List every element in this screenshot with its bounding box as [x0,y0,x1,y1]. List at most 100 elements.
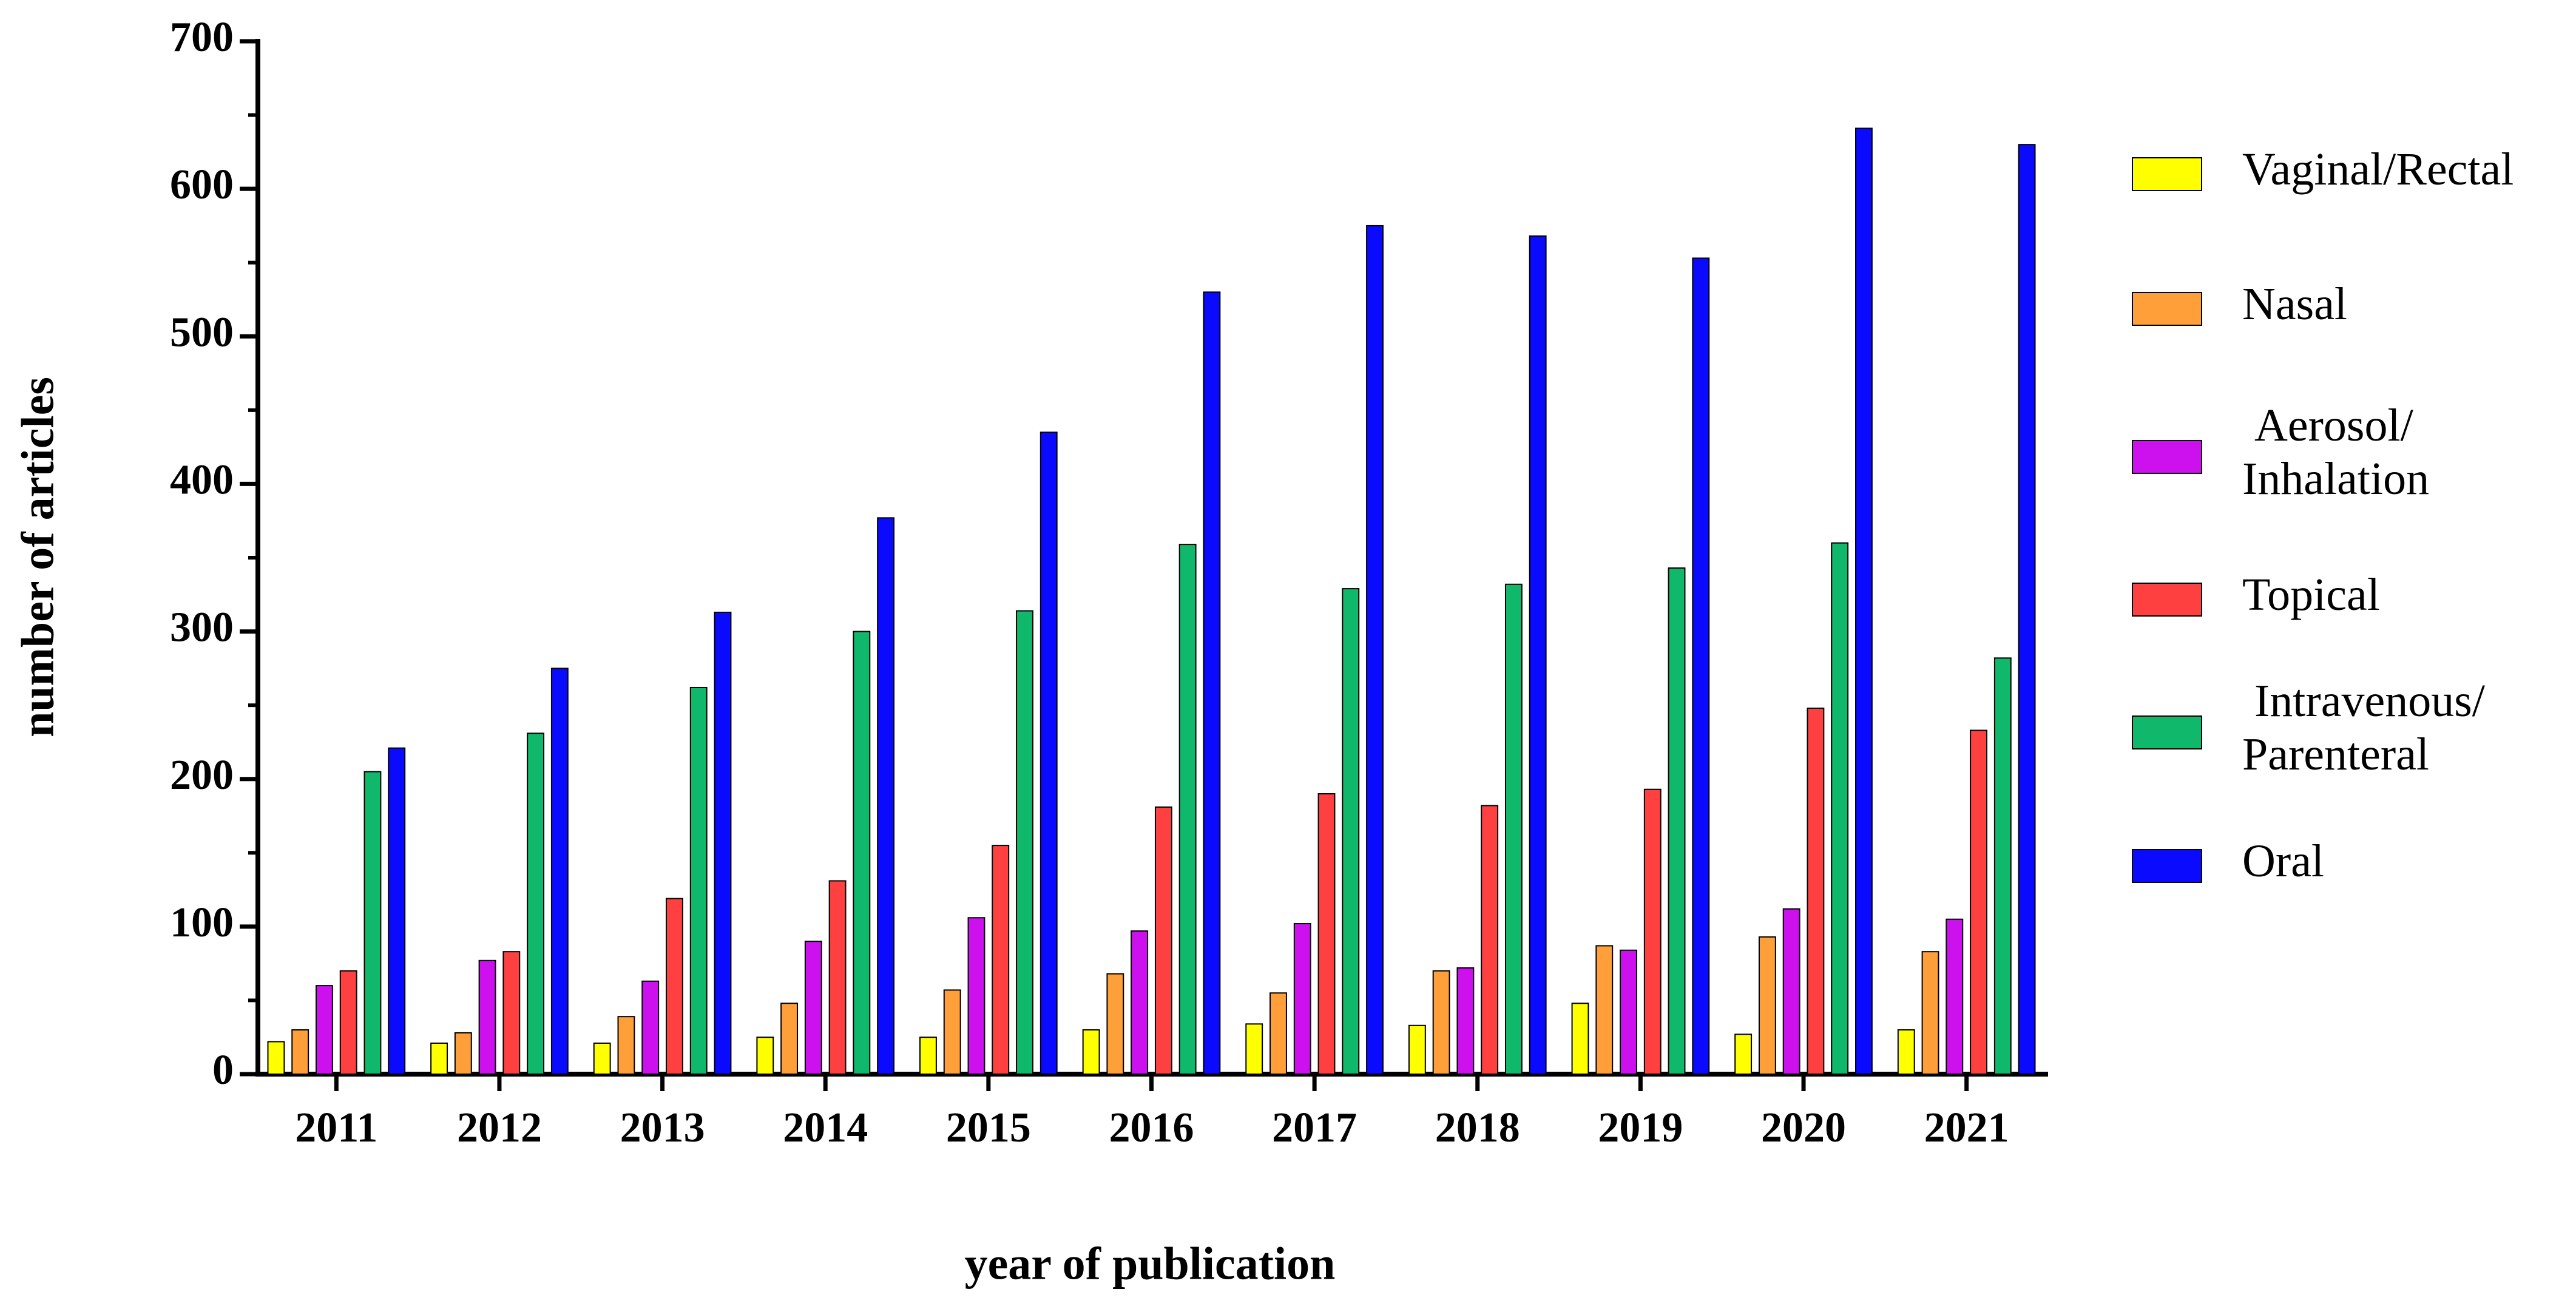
bar [804,941,822,1075]
bar [1758,936,1776,1075]
bar [1571,1003,1589,1075]
legend-label: Topical [2242,569,2380,620]
bar [502,951,521,1075]
bar [1408,1024,1426,1075]
bar [641,980,660,1075]
bar [1643,788,1662,1075]
x-axis-title: year of publication [965,1238,1336,1289]
bar [363,771,382,1075]
bar [1106,973,1124,1075]
bar [992,845,1010,1075]
bar [1131,930,1149,1075]
bar [1456,967,1475,1075]
bar [689,686,708,1075]
bar [756,1037,774,1075]
bar [617,1016,635,1075]
bar [1595,945,1614,1075]
bar [1668,567,1686,1075]
bar [1807,708,1825,1075]
legend-swatch [2132,157,2202,191]
x-tick-label: 2017 [1272,1104,1357,1151]
bar [291,1029,309,1075]
bar [1203,291,1221,1075]
x-tick-label: 2016 [1109,1104,1194,1151]
bar [430,1042,448,1075]
x-tick-label: 2020 [1761,1104,1846,1151]
bar [339,970,357,1075]
x-tick-label: 2019 [1598,1104,1683,1151]
y-tick-label: 300 [170,604,234,651]
x-tick-label: 2012 [457,1104,542,1151]
x-tick-label: 2014 [783,1104,868,1151]
y-tick-label: 200 [170,752,234,799]
bar [1481,805,1499,1075]
legend-swatch [2132,715,2202,749]
bar [1782,908,1800,1075]
bar [478,959,496,1075]
bar [919,1037,937,1075]
bar [1831,542,1849,1075]
bar [316,985,333,1075]
bar [388,747,406,1075]
bar [780,1003,799,1075]
legend-swatch [2132,849,2202,883]
bar [1154,806,1172,1075]
bar [1620,949,1637,1075]
bar [943,989,961,1075]
bar [1734,1033,1753,1075]
x-tick-label: 2015 [946,1104,1031,1151]
bar [1529,235,1547,1075]
bar [1970,729,1987,1075]
x-tick-label: 2013 [620,1104,705,1151]
bar [1178,544,1197,1075]
bar [267,1041,285,1075]
bar [1245,1023,1263,1075]
bar [877,517,895,1075]
bar [2018,144,2036,1075]
legend-swatch [2132,583,2202,617]
y-tick-label: 600 [170,161,234,208]
bar [1366,225,1384,1075]
y-tick-label: 700 [170,14,234,61]
bar [1317,793,1336,1075]
x-tick-label: 2011 [295,1104,377,1151]
bar [1504,583,1523,1075]
legend-label: Vaginal/Rectal [2242,144,2513,195]
y-tick-label: 400 [170,456,234,503]
legend-label: Intravenous/Parenteral [2242,675,2486,780]
bar [527,732,545,1075]
bar [1082,1029,1100,1075]
bar [1432,970,1450,1075]
bar [1993,657,2012,1075]
legend-label: Aerosol/Inhalation [2242,400,2429,504]
y-tick-label: 100 [170,899,234,946]
y-tick-label: 500 [170,309,234,356]
y-axis-title: number of articles [12,377,63,737]
legend-swatch [2132,292,2202,326]
bar [1946,918,1964,1075]
bar [666,898,683,1075]
legend-label: Oral [2242,836,2324,887]
bar [1692,257,1710,1075]
bar [1342,588,1360,1075]
bar [967,917,985,1075]
bar [454,1032,472,1075]
y-tick-label: 0 [212,1047,234,1094]
legend-swatch [2132,440,2202,474]
bar [714,611,732,1075]
bar [593,1042,611,1075]
bar [853,631,871,1075]
bar [550,668,569,1075]
x-tick-label: 2018 [1435,1104,1520,1151]
bar [1016,610,1033,1075]
bar [1040,431,1058,1075]
bar [1269,992,1287,1075]
bar [828,880,847,1075]
bar [1921,951,1939,1075]
bar [1293,922,1311,1075]
x-tick-label: 2021 [1924,1104,2009,1151]
legend-label: Nasal [2242,279,2347,330]
bar [1897,1029,1915,1075]
